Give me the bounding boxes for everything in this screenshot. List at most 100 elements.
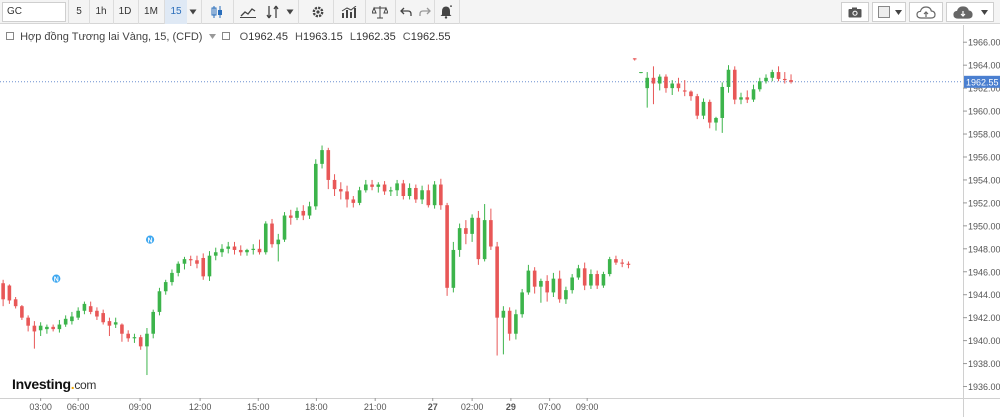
bearish-candle xyxy=(101,313,105,323)
bearish-candle xyxy=(632,58,637,60)
bullish-candle xyxy=(213,252,218,256)
symbol-input[interactable]: GC xyxy=(2,2,66,22)
toolbar-divider xyxy=(89,0,90,24)
chart-type-button[interactable] xyxy=(203,0,231,24)
bearish-candle xyxy=(7,285,12,301)
interval-5[interactable]: 5 xyxy=(76,6,82,17)
bullish-candle xyxy=(395,183,399,191)
alert-button[interactable] xyxy=(435,0,457,24)
bullish-candle xyxy=(520,292,524,315)
open-value: 1962.45 xyxy=(248,31,288,43)
investing-logo: Investing.com xyxy=(12,376,97,392)
bullish-candle xyxy=(526,270,531,293)
bullish-candle xyxy=(132,337,137,339)
indicator-dropdown-button[interactable] xyxy=(284,0,296,24)
price-tick-label: 1960.00 xyxy=(968,107,1000,117)
price-tick-label: 1962.00 xyxy=(968,84,1000,94)
bearish-candle xyxy=(507,310,512,334)
close-label: C xyxy=(402,31,411,43)
time-tick-label: 12:00 xyxy=(189,402,212,412)
bullish-candle xyxy=(757,81,762,90)
price-tick-label: 1952.00 xyxy=(968,198,1000,208)
bullish-candle xyxy=(657,76,662,84)
interval-1h[interactable]: 1h xyxy=(95,6,107,17)
bullish-candle xyxy=(251,248,256,250)
bearish-candle xyxy=(776,72,781,79)
bearish-candle xyxy=(13,299,18,307)
bullish-candle xyxy=(357,190,362,203)
bearish-candle xyxy=(301,210,306,216)
price-tick-label: 1964.00 xyxy=(968,61,1000,71)
price-tick-label: 1944.00 xyxy=(968,290,1000,300)
bearish-candle xyxy=(557,278,562,300)
redo-button[interactable] xyxy=(416,0,434,24)
bearish-candle xyxy=(789,80,793,82)
indicators-button[interactable] xyxy=(336,0,362,24)
interval-15[interactable]: 15 xyxy=(165,0,187,24)
indicator-button[interactable] xyxy=(262,0,284,24)
bearish-candle xyxy=(138,337,143,347)
legend-checkbox-icon[interactable] xyxy=(221,32,230,40)
bearish-candle xyxy=(614,259,618,263)
interval-dropdown-button[interactable] xyxy=(187,0,199,24)
time-tick-label: 09:00 xyxy=(129,402,152,412)
bullish-candle xyxy=(295,210,299,218)
bearish-candle xyxy=(238,249,243,253)
bullish-candle xyxy=(364,184,368,191)
price-tick-label: 1954.00 xyxy=(968,175,1000,185)
bearish-candle xyxy=(651,77,656,84)
price-tick-label: 1938.00 xyxy=(968,359,1000,369)
compare-button[interactable] xyxy=(367,0,393,24)
bearish-candle xyxy=(51,326,55,330)
dropdown-icon[interactable] xyxy=(208,34,216,39)
bullish-candle xyxy=(714,117,718,123)
interval-1d[interactable]: 1D xyxy=(118,6,132,17)
interval-1m[interactable]: 1M xyxy=(144,6,158,17)
time-tick-label: 21:00 xyxy=(364,402,387,412)
bullish-candle xyxy=(576,268,581,278)
candlestick-icon xyxy=(211,6,222,18)
cloud-download-icon xyxy=(953,6,973,19)
cloud-upload-icon xyxy=(916,6,936,19)
bullish-candle xyxy=(407,187,412,197)
price-tick-label: 1946.00 xyxy=(968,267,1000,277)
bearish-candle xyxy=(445,205,449,288)
color-picker-button[interactable] xyxy=(872,2,906,22)
time-tick-label: 18:00 xyxy=(305,402,328,412)
undo-button[interactable] xyxy=(396,0,416,24)
toolbar-divider xyxy=(434,0,435,24)
indicator-icon xyxy=(266,5,279,19)
bullish-candle xyxy=(45,326,49,330)
bearish-candle xyxy=(370,184,374,187)
load-layout-button[interactable] xyxy=(946,2,994,22)
bearish-candle xyxy=(745,97,750,100)
save-layout-button[interactable] xyxy=(909,2,943,22)
settings-icon xyxy=(312,6,324,18)
time-tick-label: 29 xyxy=(506,402,516,412)
redo-icon xyxy=(419,7,431,16)
dropdown-icon xyxy=(286,9,294,15)
snapshot-button[interactable] xyxy=(841,2,869,22)
bullish-candle xyxy=(539,280,543,287)
bullish-candle xyxy=(220,248,224,253)
price-tick-label: 1940.00 xyxy=(968,336,1000,346)
bullish-candle xyxy=(376,184,381,187)
bullish-candle xyxy=(63,318,68,325)
bullish-candle xyxy=(307,206,312,216)
line-chart-button[interactable] xyxy=(235,0,261,24)
price-tick-label: 1950.00 xyxy=(968,221,1000,231)
bullish-candle xyxy=(145,333,149,347)
bullish-candle xyxy=(182,259,187,264)
bullish-candle xyxy=(38,325,43,331)
time-tick-label: 15:00 xyxy=(247,402,270,412)
bearish-candle xyxy=(582,268,587,286)
price-tick-label: 1942.00 xyxy=(968,313,1000,323)
bearish-candle xyxy=(88,306,93,312)
collapse-legend-icon[interactable] xyxy=(6,32,14,40)
price-chart[interactable]: 1936.00 1938.00 1940.00 1942.00 1944.00 1946.… xyxy=(0,25,1000,417)
bearish-candle xyxy=(489,220,493,247)
bearish-candle xyxy=(426,190,431,206)
bullish-candle xyxy=(82,303,87,311)
settings-button[interactable] xyxy=(305,0,331,24)
bearish-candle xyxy=(345,191,349,200)
